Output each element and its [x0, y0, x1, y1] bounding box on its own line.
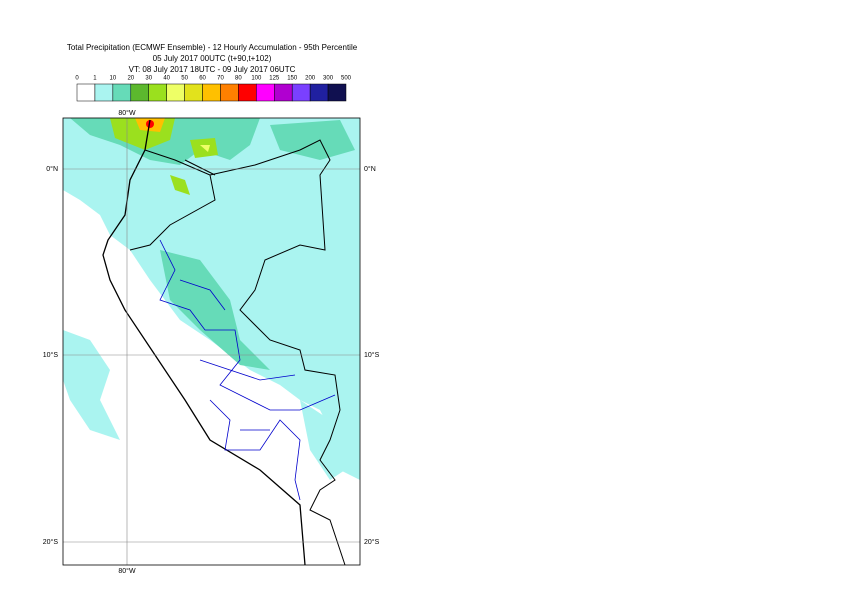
colorbar-swatch — [274, 83, 293, 102]
precip-field — [63, 118, 360, 480]
colorbar-label: 20 — [127, 76, 134, 82]
colorbar-label: 80 — [235, 76, 242, 82]
colorbar: 0 1 10 20 30 40 50 60 70 80 100 125 150 200 300 500 — [75, 76, 352, 102]
lat-label: 0°N — [46, 165, 58, 173]
title-line: Total Precipitation (ECMWF Ensemble) - 1… — [67, 43, 358, 52]
colorbar-swatch — [238, 83, 257, 102]
colorbar-swatch — [202, 83, 221, 102]
colorbar-label: 30 — [145, 76, 152, 82]
title-line: 05 July 2017 00UTC (t+90,t+102) — [153, 54, 272, 63]
map: 80°W 80°W 0°N 0°N 10°S 10°S 20°S 20°S — [43, 109, 380, 575]
title-line: VT: 08 July 2017 18UTC - 09 July 2017 06… — [129, 65, 296, 74]
colorbar-label: 1 — [93, 76, 97, 82]
colorbar-swatch — [166, 83, 185, 102]
colorbar-label: 500 — [341, 76, 352, 82]
lat-label: 10°S — [364, 351, 380, 359]
lon-label: 80°W — [118, 109, 136, 117]
colorbar-swatch — [220, 83, 239, 102]
colorbar-swatch — [309, 83, 329, 102]
colorbar-label: 70 — [217, 76, 224, 82]
colorbar-label: 125 — [269, 76, 280, 82]
colorbar-swatch — [291, 83, 311, 102]
colorbar-swatch — [327, 83, 347, 102]
borders — [102, 119, 346, 565]
colorbar-label: 300 — [323, 76, 334, 82]
colorbar-swatch — [130, 83, 149, 102]
colorbar-label: 60 — [199, 76, 206, 82]
lat-label: 10°S — [43, 351, 59, 359]
colorbar-label: 10 — [110, 76, 117, 82]
colorbar-label: 50 — [181, 76, 188, 82]
colorbar-swatch — [184, 83, 203, 102]
colorbar-swatch — [76, 83, 96, 102]
graticule — [63, 118, 360, 565]
colorbar-label: 40 — [163, 76, 170, 82]
lat-label: 20°S — [43, 538, 59, 546]
lat-label: 20°S — [364, 538, 380, 546]
lon-label: 80°W — [118, 567, 136, 575]
colorbar-label: 100 — [251, 76, 262, 82]
colorbar-label: 150 — [287, 76, 298, 82]
lat-label: 0°N — [364, 165, 376, 173]
colorbar-swatch — [256, 83, 275, 102]
colorbar-swatch — [94, 83, 114, 102]
colorbar-swatch — [148, 83, 167, 102]
colorbar-label: 0 — [75, 76, 79, 82]
colorbar-label: 200 — [305, 76, 316, 82]
colorbar-swatch — [112, 83, 132, 102]
